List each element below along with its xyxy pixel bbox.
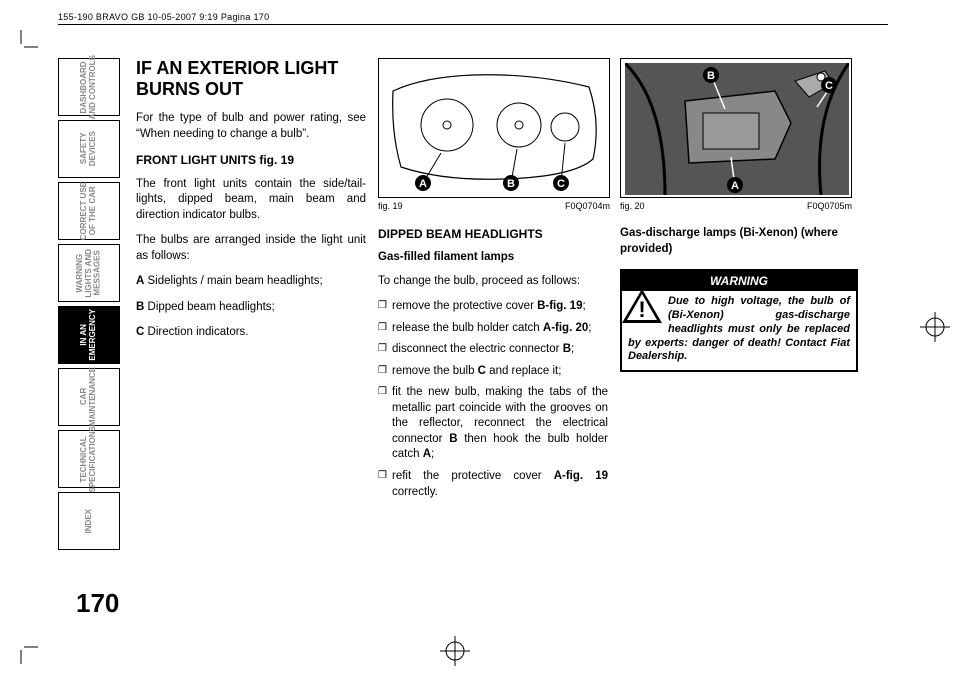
cropmark-bottom: [440, 636, 470, 666]
warning-icon: !: [620, 287, 664, 325]
item-c: C Direction indicators.: [136, 325, 366, 341]
item-b: B Dipped beam headlights;: [136, 300, 366, 316]
tab-maintenance[interactable]: CAR MAINTENANCE: [58, 368, 120, 426]
callout-c: C: [557, 178, 565, 190]
item-a: A Sidelights / main beam headlights;: [136, 274, 366, 290]
tab-label: CAR MAINTENANCE: [80, 367, 98, 426]
callout-a2: A: [731, 180, 739, 192]
step-6: refit the protective cover A-fig. 19 cor…: [378, 469, 608, 500]
step-5: fit the new bulb, making the tabs of the…: [378, 385, 608, 463]
tab-label: WARNING LIGHTS AND MESSAGES: [76, 249, 102, 298]
tab-correct-use[interactable]: CORRECT USE OF THE CAR: [58, 182, 120, 240]
svg-text:!: !: [638, 297, 645, 322]
tab-label: IN AN EMERGENCY: [80, 309, 98, 361]
callout-c2: C: [825, 80, 833, 92]
column-2: A B C fig. 19F0Q0704m DIPPED BEAM HEADLI…: [378, 58, 608, 506]
tab-emergency[interactable]: IN AN EMERGENCY: [58, 306, 120, 364]
page-content: DASHBOARD AND CONTROLS SAFETY DEVICES CO…: [58, 58, 918, 638]
tab-label: DASHBOARD AND CONTROLS: [80, 55, 98, 119]
intro-para: For the type of bulb and power rating, s…: [136, 111, 366, 142]
cropmark-right: [920, 312, 950, 342]
bulb-arrange: The bulbs are arranged inside the light …: [136, 233, 366, 264]
tab-index[interactable]: INDEX: [58, 492, 120, 550]
page-number: 170: [76, 588, 119, 619]
front-light-desc: The front light units contain the side/t…: [136, 177, 366, 224]
column-3: B C A fig. 20F0Q0705m Gas-discharge lamp…: [620, 58, 860, 372]
fig19-caption: fig. 19F0Q0704m: [378, 200, 610, 212]
step-3: disconnect the electric connector B;: [378, 342, 608, 358]
step-4: remove the bulb C and replace it;: [378, 364, 608, 380]
tab-label: CORRECT USE OF THE CAR: [80, 182, 98, 240]
cropmark-tl: [4, 30, 38, 64]
proceed-text: To change the bulb, proceed as follows:: [378, 274, 608, 290]
page-title: IF AN EXTERIOR LIGHT BURNS OUT: [136, 58, 366, 99]
fig20-caption: fig. 20F0Q0705m: [620, 200, 852, 212]
step-2: release the bulb holder catch A-fig. 20;: [378, 321, 608, 337]
dipped-beam-heading: DIPPED BEAM HEADLIGHTS: [378, 226, 608, 242]
tab-label: INDEX: [85, 509, 94, 533]
column-1: IF AN EXTERIOR LIGHT BURNS OUT For the t…: [136, 58, 366, 351]
sidebar-tabs: DASHBOARD AND CONTROLS SAFETY DEVICES CO…: [58, 58, 120, 554]
callout-a: A: [419, 178, 427, 190]
bixenon-heading: Gas-discharge lamps (Bi-Xenon) (where pr…: [620, 226, 860, 257]
step-1: remove the protective cover B-fig. 19;: [378, 299, 608, 315]
tab-dashboard[interactable]: DASHBOARD AND CONTROLS: [58, 58, 120, 116]
figure-19: A B C: [378, 58, 610, 198]
header-rule: [58, 24, 888, 25]
gas-filled-heading: Gas-filled filament lamps: [378, 250, 608, 266]
tab-warning-lights[interactable]: WARNING LIGHTS AND MESSAGES: [58, 244, 120, 302]
figure-20: B C A: [620, 58, 852, 198]
cropmark-bl: [4, 630, 38, 664]
tab-tech-specs[interactable]: TECHNICAL SPECIFICATIONS: [58, 430, 120, 488]
tab-safety[interactable]: SAFETY DEVICES: [58, 120, 120, 178]
tab-label: TECHNICAL SPECIFICATIONS: [80, 426, 98, 493]
front-light-heading: FRONT LIGHT UNITS fig. 19: [136, 152, 366, 168]
callout-b: B: [507, 178, 515, 190]
print-header: 155-190 BRAVO GB 10-05-2007 9:19 Pagina …: [58, 12, 269, 22]
callout-b2: B: [707, 70, 715, 82]
warning-box: WARNING ! Due to high voltage, the bulb …: [620, 269, 858, 372]
procedure-list: remove the protective cover B-fig. 19; r…: [378, 299, 608, 500]
tab-label: SAFETY DEVICES: [80, 131, 98, 166]
